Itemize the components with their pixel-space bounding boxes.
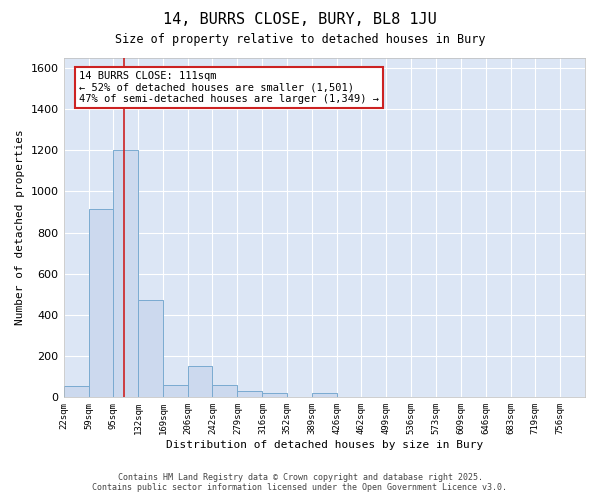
Bar — [138, 300, 163, 398]
Bar — [163, 385, 188, 398]
Text: Size of property relative to detached houses in Bury: Size of property relative to detached ho… — [115, 32, 485, 46]
Bar — [64, 386, 89, 398]
Bar — [113, 150, 138, 398]
Text: 14 BURRS CLOSE: 111sqm
← 52% of detached houses are smaller (1,501)
47% of semi-: 14 BURRS CLOSE: 111sqm ← 52% of detached… — [79, 71, 379, 104]
Bar — [262, 393, 287, 398]
Bar — [212, 385, 238, 398]
Bar — [89, 210, 113, 398]
Bar — [188, 366, 212, 398]
Text: 14, BURRS CLOSE, BURY, BL8 1JU: 14, BURRS CLOSE, BURY, BL8 1JU — [163, 12, 437, 28]
Text: Contains HM Land Registry data © Crown copyright and database right 2025.
Contai: Contains HM Land Registry data © Crown c… — [92, 473, 508, 492]
Bar — [312, 393, 337, 398]
X-axis label: Distribution of detached houses by size in Bury: Distribution of detached houses by size … — [166, 440, 483, 450]
Bar — [238, 391, 262, 398]
Y-axis label: Number of detached properties: Number of detached properties — [15, 130, 25, 326]
